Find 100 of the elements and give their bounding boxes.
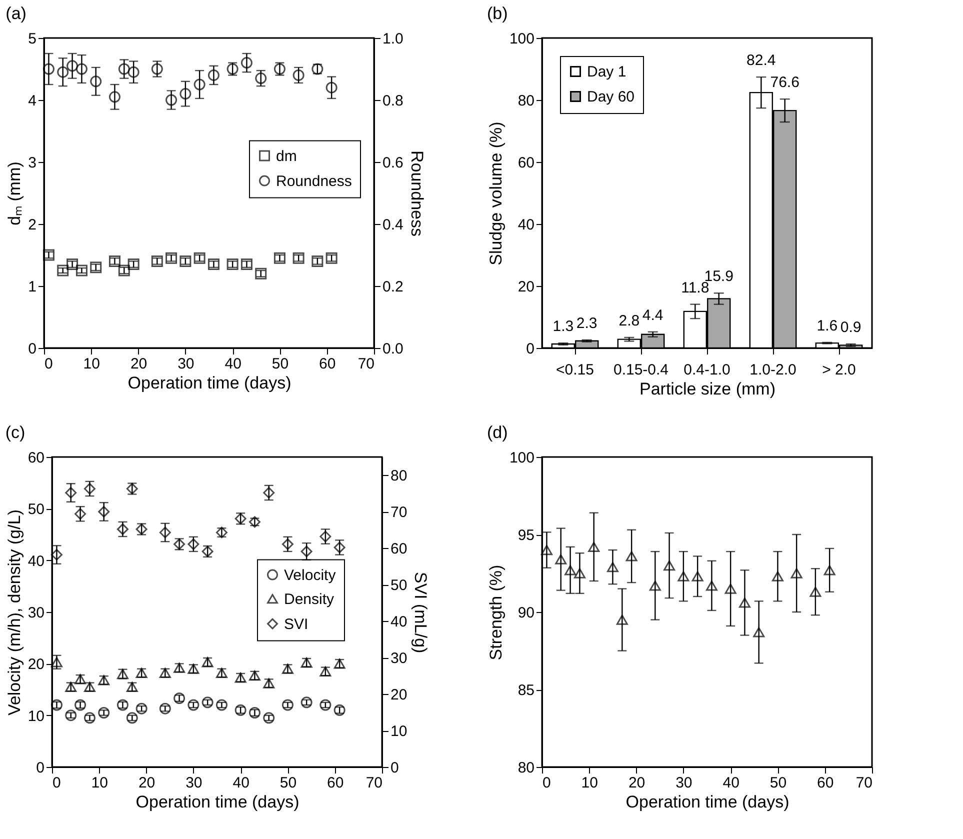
data-label: 0.9 [840, 318, 862, 336]
point [255, 72, 267, 84]
x-tick-label: 20 [130, 356, 148, 372]
legend-label: Roundness [276, 172, 352, 190]
point [240, 57, 252, 69]
x-tick-label: 50 [770, 774, 787, 792]
point [326, 82, 338, 94]
point [692, 571, 704, 582]
y-tick-label: 80 [518, 760, 534, 776]
data-label: 4.4 [642, 306, 664, 324]
point [65, 710, 77, 722]
y2-tick-label: 0.8 [382, 92, 404, 110]
y2-tick-label: 1.0 [382, 30, 404, 48]
point [194, 78, 206, 90]
point [664, 560, 676, 571]
y2-tick-label: 20 [390, 686, 408, 704]
point [159, 526, 171, 538]
x-tick-label: 0.15-0.4 [613, 362, 669, 378]
point [320, 699, 332, 711]
point [282, 538, 294, 550]
x-tick-label: 70 [358, 356, 374, 372]
y-tick-label: 2 [28, 216, 36, 234]
point [57, 66, 69, 78]
legend-label: Density [284, 590, 335, 608]
data-label: 76.6 [770, 74, 800, 92]
y-tick-label: 0 [28, 340, 36, 358]
x-tick-label: 30 [178, 356, 194, 372]
data-label: 82.4 [746, 52, 776, 70]
x-tick-label: 1.0-2.0 [750, 362, 796, 378]
x-tick-label: 60 [327, 774, 344, 792]
x-tick-label: 50 [280, 774, 297, 792]
y2-tick-label: 0.4 [382, 216, 404, 234]
legend-label: SVI [284, 616, 308, 633]
data-label: 2.8 [618, 312, 640, 330]
y-tick-label: 85 [518, 682, 534, 699]
y2-tick-label: 30 [390, 650, 408, 668]
point [50, 657, 62, 668]
point [90, 76, 102, 88]
y2-tick-label: 0 [390, 760, 399, 776]
point [753, 627, 765, 638]
point [128, 258, 140, 270]
x-axis-title: Operation time (days) [626, 792, 790, 812]
point [74, 508, 86, 520]
point [128, 66, 140, 78]
data-label: 2.3 [576, 314, 598, 332]
x-tick-label: 0 [52, 774, 61, 792]
x-tick-label: 30 [186, 774, 202, 792]
point [300, 696, 312, 708]
y-tick-label: 50 [28, 501, 44, 518]
point [616, 614, 628, 625]
x-tick-label: 50 [272, 356, 289, 372]
point [790, 568, 802, 578]
y-axis-title: dₘ (mm) [5, 162, 24, 226]
point [76, 264, 88, 276]
point [263, 712, 275, 724]
point [724, 584, 736, 594]
point [312, 255, 324, 267]
point [84, 712, 96, 724]
point [166, 94, 178, 106]
y-axis-title: Strength (%) [486, 564, 506, 660]
y2-axis-title: SVI (mL/g) [411, 572, 430, 654]
point [678, 571, 690, 582]
y2-tick-label: 0.0 [382, 340, 404, 358]
y2-tick-label: 80 [390, 468, 408, 485]
point [208, 258, 220, 270]
point [126, 712, 138, 724]
x-tick-label: 40 [722, 774, 740, 792]
y-tick-label: 0 [526, 340, 534, 358]
x-tick-label: > 2.0 [822, 362, 856, 378]
y-tick-label: 60 [28, 450, 44, 466]
point [136, 702, 148, 714]
point [738, 598, 750, 608]
point [108, 91, 120, 103]
point [292, 69, 304, 81]
y2-axis-title: Roundness [407, 150, 426, 237]
y-tick-label: 95 [518, 527, 534, 544]
point [180, 88, 192, 100]
point [555, 554, 567, 564]
point [824, 565, 836, 576]
chart-title: (c) [5, 423, 26, 442]
point [540, 544, 552, 556]
point [188, 538, 200, 550]
x-tick-label: 60 [817, 774, 834, 792]
point [108, 255, 120, 267]
point [574, 568, 586, 578]
point [626, 551, 638, 562]
y-tick-label: 1 [28, 278, 36, 296]
chart-title: (d) [486, 423, 508, 442]
x-tick-label: 0 [542, 774, 551, 792]
legend-label: Day 1 [587, 64, 626, 80]
point [606, 562, 618, 572]
point [118, 63, 130, 75]
point [42, 63, 54, 75]
point [66, 60, 78, 72]
y-tick-label: 20 [518, 278, 534, 296]
y-tick-label: 10 [28, 708, 44, 725]
point [226, 258, 238, 270]
x-tick-label: 20 [628, 774, 646, 792]
point [282, 699, 294, 711]
y-tick-label: 3 [28, 154, 36, 172]
